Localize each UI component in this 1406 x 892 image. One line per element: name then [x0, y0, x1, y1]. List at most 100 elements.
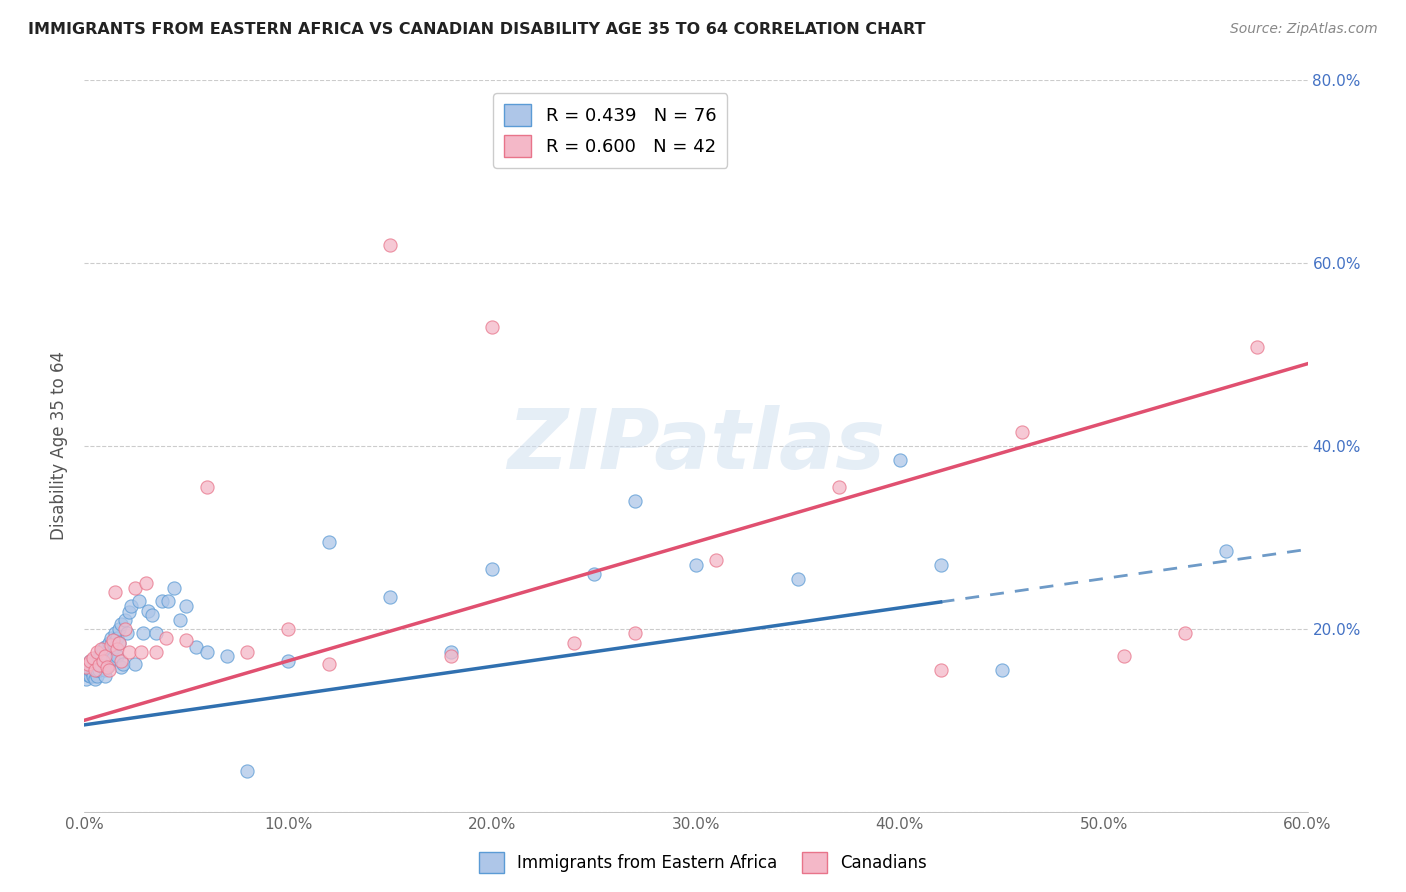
Point	[82, 651, 104, 665]
Point	[318, 657, 340, 671]
Point	[90, 642, 112, 657]
Point	[104, 626, 127, 640]
Point	[481, 562, 503, 576]
Point	[96, 660, 118, 674]
Point	[217, 649, 239, 664]
Point	[79, 669, 101, 683]
Point	[120, 599, 142, 613]
Point	[889, 452, 911, 467]
Point	[380, 590, 402, 604]
Point	[83, 654, 105, 668]
Point	[929, 558, 952, 572]
Point	[624, 494, 647, 508]
Legend: Immigrants from Eastern Africa, Canadians: Immigrants from Eastern Africa, Canadian…	[472, 846, 934, 880]
Point	[562, 635, 585, 649]
Point	[706, 553, 728, 567]
Point	[75, 660, 97, 674]
Point	[145, 645, 167, 659]
Point	[118, 606, 141, 620]
Point	[77, 667, 100, 681]
Point	[991, 663, 1014, 677]
Text: Source: ZipAtlas.com: Source: ZipAtlas.com	[1230, 22, 1378, 37]
Point	[156, 594, 179, 608]
Text: IMMIGRANTS FROM EASTERN AFRICA VS CANADIAN DISABILITY AGE 35 TO 64 CORRELATION C: IMMIGRANTS FROM EASTERN AFRICA VS CANADI…	[28, 22, 925, 37]
Point	[124, 581, 146, 595]
Point	[100, 631, 122, 645]
Point	[115, 626, 138, 640]
Point	[90, 645, 112, 659]
Text: ZIPatlas: ZIPatlas	[508, 406, 884, 486]
Point	[136, 603, 159, 617]
Point	[236, 764, 259, 778]
Point	[236, 645, 259, 659]
Point	[93, 640, 115, 655]
Point	[277, 622, 299, 636]
Point	[77, 657, 100, 671]
Point	[1011, 425, 1033, 440]
Point	[79, 654, 101, 668]
Point	[380, 238, 402, 252]
Point	[105, 631, 128, 645]
Point	[105, 649, 128, 664]
Point	[96, 660, 118, 674]
Point	[91, 654, 114, 668]
Point	[141, 608, 163, 623]
Point	[93, 663, 115, 677]
Point	[110, 660, 132, 674]
Point	[79, 663, 101, 677]
Point	[108, 635, 131, 649]
Point	[1114, 649, 1136, 664]
Point	[75, 663, 97, 677]
Point	[86, 645, 108, 659]
Point	[583, 567, 606, 582]
Point	[97, 663, 120, 677]
Point	[174, 599, 197, 613]
Point	[101, 635, 124, 649]
Point	[100, 645, 122, 659]
Point	[104, 640, 127, 655]
Point	[118, 645, 141, 659]
Point	[481, 320, 503, 334]
Point	[195, 645, 218, 659]
Point	[169, 613, 191, 627]
Point	[195, 480, 218, 494]
Point	[86, 657, 108, 671]
Point	[104, 585, 127, 599]
Point	[86, 669, 108, 683]
Point	[93, 649, 115, 664]
Point	[77, 658, 100, 673]
Point	[79, 654, 101, 668]
Point	[101, 651, 124, 665]
Point	[318, 535, 340, 549]
Point	[131, 645, 153, 659]
Point	[132, 626, 155, 640]
Point	[186, 640, 208, 655]
Point	[110, 654, 132, 668]
Point	[440, 649, 463, 664]
Point	[97, 635, 120, 649]
Point	[93, 669, 115, 683]
Point	[108, 622, 131, 636]
Point	[135, 576, 157, 591]
Point	[114, 613, 136, 627]
Point	[83, 663, 105, 677]
Point	[90, 648, 112, 662]
Point	[277, 654, 299, 668]
Point	[91, 642, 114, 657]
Point	[155, 631, 177, 645]
Point	[174, 632, 197, 647]
Point	[150, 594, 173, 608]
Point	[1215, 544, 1237, 558]
Point	[100, 638, 122, 652]
Point	[440, 645, 463, 659]
Point	[82, 658, 104, 673]
Point	[87, 663, 110, 677]
Point	[108, 635, 131, 649]
Point	[75, 672, 97, 686]
Y-axis label: Disability Age 35 to 64: Disability Age 35 to 64	[51, 351, 69, 541]
Point	[929, 663, 952, 677]
Point	[87, 658, 110, 673]
Point	[91, 654, 114, 668]
Point	[112, 657, 135, 671]
Point	[87, 649, 110, 664]
